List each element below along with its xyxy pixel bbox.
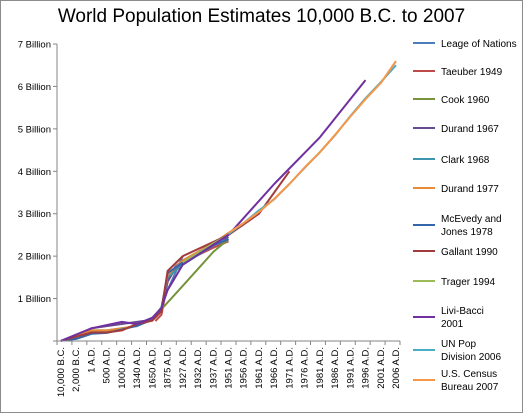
legend: Leage of Nations Taeuber 1949 Cook 1960 Dur…: [413, 39, 517, 393]
x-tick-label: 2001 A.D.: [376, 347, 387, 389]
y-tick-label: 4 Billion: [18, 167, 51, 178]
x-tick-label: 1991 A.D.: [345, 347, 356, 389]
x-tick-label: 1981 A.D.: [315, 347, 326, 389]
x-tick-label: 500 A.D.: [102, 347, 113, 383]
x-tick-label: 1961 A.D.: [254, 347, 265, 389]
y-tick-label: 3 Billion: [18, 209, 51, 220]
series-line: [60, 170, 291, 342]
legend-label: Durand 1967: [441, 124, 499, 135]
legend-label-line: UN Pop: [441, 339, 476, 350]
series-line: [227, 64, 397, 235]
legend-label-line: Gallant 1990: [441, 247, 498, 258]
legend-label-line: Cook 1960: [441, 95, 490, 106]
x-tick-label: 1875 A.D.: [163, 347, 174, 389]
x-tick-label: 1951 A.D.: [224, 347, 235, 389]
legend-label: Leage of Nations: [441, 39, 517, 50]
x-tick-label: 1000 A.D.: [117, 347, 128, 389]
series-line: [60, 79, 367, 342]
x-tick-label: 1937 A.D.: [208, 347, 219, 389]
legend-label: UN Pop Division 2006: [441, 339, 501, 363]
y-tick-labels: 1 Billion 2 Billion 3 Billion 4 Billion 5 Bi…: [18, 40, 51, 306]
legend-label: McEvedy and Jones 1978: [441, 214, 502, 238]
legend-label: Taeuber 1949: [441, 67, 503, 78]
legend-label: Clark 1968: [441, 155, 490, 166]
chart-title: World Population Estimates 10,000 B.C. t…: [57, 6, 466, 27]
x-tick-label: 1976 A.D.: [300, 347, 311, 389]
legend-label: Durand 1977: [441, 184, 499, 195]
series-line: [60, 238, 230, 342]
legend-label-line: Bureau 2007: [441, 382, 499, 393]
x-tick-label: 1996 A.D.: [361, 347, 372, 389]
x-tick-label: 1650 A.D.: [147, 347, 158, 389]
legend-label-line: U.S. Census: [441, 369, 497, 380]
legend-label-line: McEvedy and: [441, 214, 502, 225]
y-tick-label: 7 Billion: [18, 40, 51, 51]
x-tick-label: 1927 A.D.: [178, 347, 189, 389]
x-tick-labels: 10,000 B.C. 2,000 B.C. 1 A.D. 500 A.D. 1000 …: [56, 347, 402, 397]
y-tick-label: 2 Billion: [18, 252, 51, 263]
legend-label-line: Leage of Nations: [441, 39, 517, 50]
legend-label: Livi-Bacci 2001: [441, 306, 484, 330]
legend-label-line: Durand 1977: [441, 184, 499, 195]
legend-label-line: Trager 1994: [441, 277, 496, 288]
x-tick-label: 1340 A.D.: [132, 347, 143, 389]
x-tick-label: 10,000 B.C.: [56, 347, 67, 397]
legend-label: Gallant 1990: [441, 247, 498, 258]
legend-label-line: Jones 1978: [441, 227, 493, 238]
series-line: [227, 60, 397, 234]
legend-label-line: Livi-Bacci: [441, 306, 484, 317]
x-tick-label: 1971 A.D.: [284, 347, 295, 389]
legend-label-line: Clark 1968: [441, 155, 490, 166]
x-tick-label: 1 A.D.: [86, 347, 97, 373]
axes: [53, 43, 401, 345]
y-tick-label: 1 Billion: [18, 294, 51, 305]
y-tick-label: 6 Billion: [18, 82, 51, 93]
legend-label-line: Division 2006: [441, 352, 501, 363]
series-line: [60, 238, 229, 342]
x-tick-label: 1966 A.D.: [269, 347, 280, 389]
legend-label: Cook 1960: [441, 95, 490, 106]
legend-label-line: 2001: [441, 319, 464, 330]
legend-label-line: Durand 1967: [441, 124, 499, 135]
legend-label-line: Taeuber 1949: [441, 67, 503, 78]
legend-label: Trager 1994: [441, 277, 496, 288]
x-tick-label: 2006 A.D.: [391, 347, 402, 389]
x-tick-label: 2,000 B.C.: [71, 347, 82, 392]
x-tick-label: 1956 A.D.: [239, 347, 250, 389]
y-tick-label: 5 Billion: [18, 124, 51, 135]
legend-label: U.S. Census Bureau 2007: [441, 369, 499, 393]
plot-lines: [60, 60, 397, 342]
x-tick-label: 1932 A.D.: [193, 347, 204, 389]
x-tick-label: 1986 A.D.: [330, 347, 341, 389]
